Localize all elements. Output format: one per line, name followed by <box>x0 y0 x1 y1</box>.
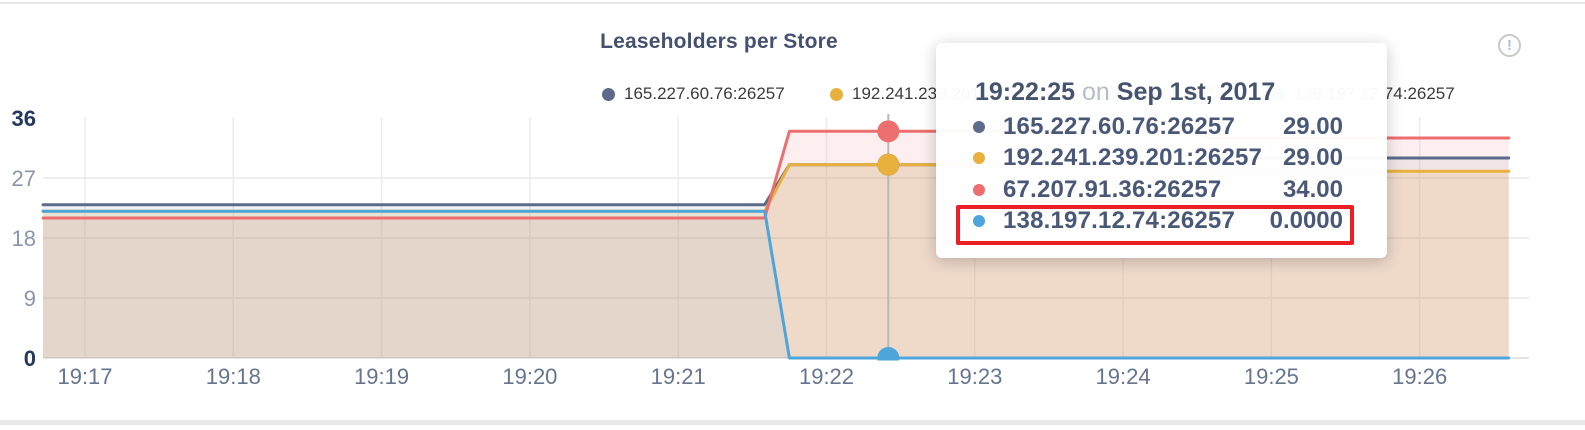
panel-top-border <box>0 2 1585 4</box>
series-color-dot <box>973 183 985 196</box>
x-axis-label: 19:24 <box>1096 364 1151 389</box>
y-axis-label: 9 <box>24 286 36 311</box>
series-color-dot <box>973 215 985 228</box>
series-line <box>41 209 1511 360</box>
hover-point[interactable] <box>877 120 900 143</box>
x-axis-label: 19:26 <box>1392 364 1447 389</box>
tooltip-series-value: 34.00 <box>1282 175 1343 203</box>
tooltip-series-label: 67.207.91.36:26257 <box>1003 175 1222 203</box>
tooltip-rows: 165.227.60.76:26257 29.00 192.241.239.20… <box>936 111 1387 237</box>
tooltip-time: 19:22:25 <box>975 78 1076 106</box>
series-color-dot <box>973 152 985 165</box>
tooltip-row: 67.207.91.36:26257 34.00 <box>936 174 1387 206</box>
x-axis-label: 19:22 <box>799 364 854 389</box>
legend-label: 165.227.60.76:26257 <box>624 84 785 103</box>
tooltip-series-label: 165.227.60.76:26257 <box>1003 112 1236 140</box>
y-axis-label: 36 <box>12 106 36 131</box>
series-color-dot <box>973 120 985 133</box>
tooltip-timestamp: 19:22:25 on Sep 1st, 2017 <box>975 78 1275 107</box>
series-color-dot <box>830 87 843 101</box>
x-axis-label: 19:19 <box>354 364 409 389</box>
hover-points <box>877 120 900 369</box>
series-color-dot <box>602 87 615 101</box>
panel-bottom-border <box>0 420 1585 425</box>
hover-tooltip: 19:22:25 on Sep 1st, 2017 165.227.60.76:… <box>936 43 1387 258</box>
tooltip-row-highlighted: 138.197.12.74:26257 0.0000 <box>936 206 1387 238</box>
x-axis-label: 19:23 <box>947 364 1002 389</box>
hover-point[interactable] <box>877 347 900 369</box>
y-axis-label: 0 <box>24 346 36 371</box>
x-axis-label: 19:21 <box>651 364 706 389</box>
tooltip-series-label: 192.241.239.201:26257 <box>1003 144 1263 172</box>
tooltip-row: 165.227.60.76:26257 29.00 <box>936 111 1387 143</box>
x-axis-label: 19:20 <box>502 364 557 389</box>
legend-item-node1[interactable]: 165.227.60.76:26257 <box>602 84 785 104</box>
tooltip-row: 192.241.239.201:26257 29.00 <box>936 143 1387 175</box>
x-axis-label: 19:25 <box>1244 364 1299 389</box>
info-exclamation-icon[interactable]: ! <box>1498 34 1521 57</box>
tooltip-on-word: on <box>1082 78 1110 106</box>
tooltip-series-value: 29.00 <box>1282 112 1343 140</box>
y-axis-label: 27 <box>12 166 36 191</box>
tooltip-series-value: 29.00 <box>1282 144 1343 172</box>
hover-point[interactable] <box>877 153 900 176</box>
x-axis-label: 19:18 <box>206 364 261 389</box>
y-axis-label: 18 <box>12 226 36 251</box>
tooltip-series-label: 138.197.12.74:26257 <box>1003 207 1236 235</box>
page-title: Leaseholders per Store <box>600 30 838 53</box>
x-axis-label: 19:17 <box>57 364 112 389</box>
tooltip-date: Sep 1st, 2017 <box>1116 78 1276 106</box>
tooltip-series-value: 0.0000 <box>1269 207 1343 235</box>
